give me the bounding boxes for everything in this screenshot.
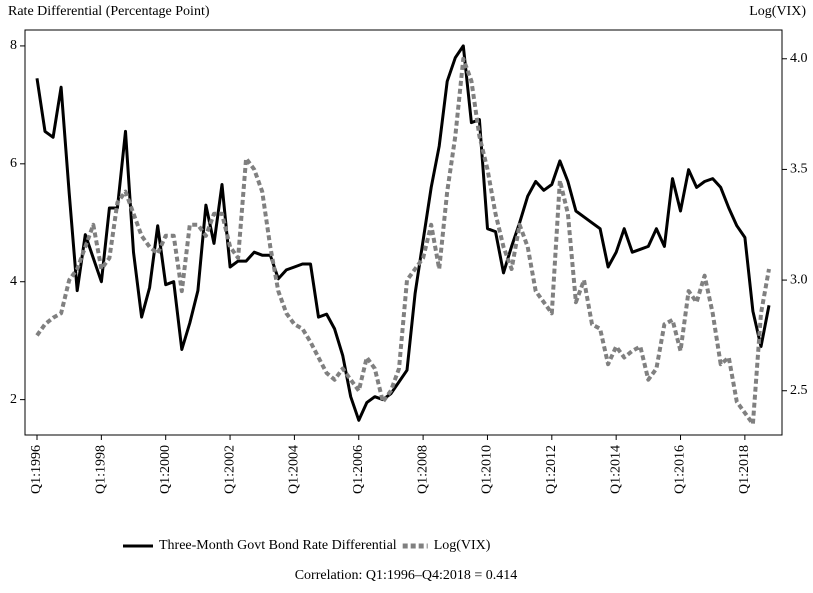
y-tick-label: 2: [10, 392, 17, 407]
x-tick-label: Q1:1996: [29, 445, 44, 494]
y2-tick-label: 2.5: [790, 383, 808, 398]
x-tick-label: Q1:2006: [351, 445, 366, 494]
x-tick-label: Q1:2000: [158, 445, 173, 494]
x-tick-label: Q1:1998: [94, 445, 109, 494]
x-tick-label: Q1:2012: [544, 445, 559, 494]
x-tick-label: Q1:2004: [287, 445, 302, 494]
y-tick-label: 4: [10, 274, 17, 289]
x-tick-label: Q1:2016: [673, 445, 688, 494]
y-axis-title: Rate Differential (Percentage Point): [8, 4, 210, 19]
y-tick-label: 8: [10, 38, 17, 53]
x-tick-label: Q1:2002: [222, 445, 237, 494]
y2-tick-label: 3.0: [790, 272, 808, 287]
x-tick-label: Q1:2014: [608, 445, 623, 494]
legend-label: Log(VIX): [434, 538, 491, 553]
x-tick-label: Q1:2010: [480, 445, 495, 494]
y-tick-label: 6: [10, 156, 17, 171]
x-tick-label: Q1:2018: [737, 445, 752, 494]
x-tick-label: Q1:2008: [415, 445, 430, 494]
series-line: [35, 44, 771, 422]
legend-label: Three-Month Govt Bond Rate Differential: [159, 538, 397, 553]
note: Correlation: Q1:1996–Q4:2018 = 0.414: [295, 568, 518, 583]
plot-frame: [24, 29, 783, 436]
y2-axis-title: Log(VIX): [749, 4, 806, 19]
y2-tick-label: 3.5: [790, 162, 808, 177]
y2-tick-label: 4.0: [790, 51, 808, 66]
series-line: [35, 56, 771, 426]
